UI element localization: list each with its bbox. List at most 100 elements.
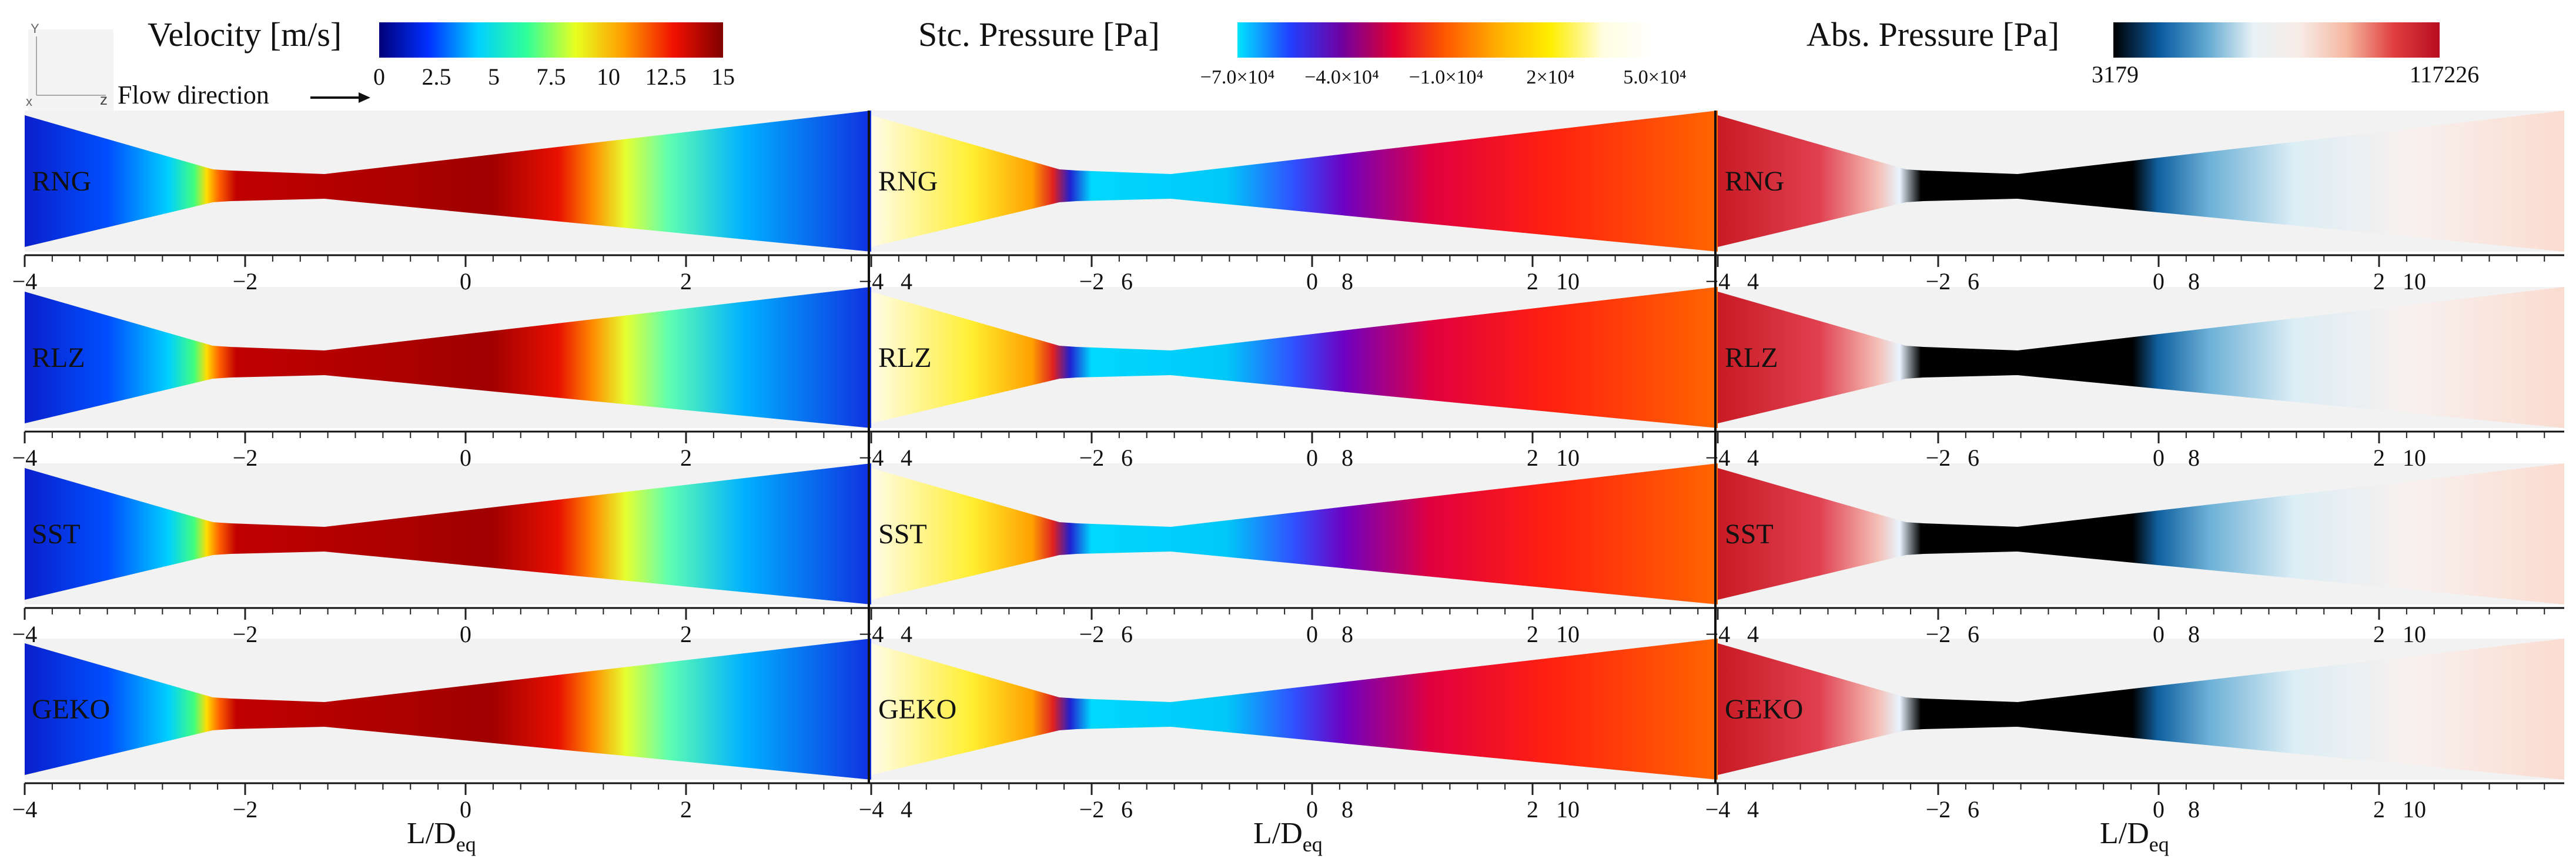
axis-tick-label: −4 [12, 621, 38, 647]
axis-tick-label: 4 [1747, 796, 1759, 823]
abs-pressure-max-label: 117226 [2410, 61, 2480, 88]
axis-tick-label: 8 [1341, 796, 1353, 823]
model-label: RLZ [1725, 342, 1778, 373]
axis-tick-label: 4 [901, 268, 912, 295]
axis-tick-label: −2 [233, 268, 258, 295]
axis-tick-label: 0 [460, 796, 471, 823]
legend-absolute-pressure: Abs. Pressure [Pa] 3179 117226 [1806, 15, 2479, 88]
axis-tick-label: 6 [1968, 445, 1979, 471]
absolute-pressure-contour-sst [1718, 463, 2564, 604]
static-pressure-contour-rlz [871, 287, 1718, 428]
axis-tick-label: 0 [1306, 268, 1318, 295]
axis-tick-label: 4 [1747, 621, 1759, 647]
axis-tick-label: 2 [1527, 796, 1538, 823]
legend-static-pressure: Stc. Pressure [Pa] −7.0×10⁴ −4.0×10⁴ −1.0×… [918, 15, 1687, 88]
velocity-legend-title: Velocity [m/s] [148, 15, 342, 54]
axis-tick-label: 8 [2188, 796, 2200, 823]
velocity-tick-label: 5 [488, 64, 500, 90]
velocity-tick-label: 0 [373, 64, 385, 90]
axis-tick-label: −4 [12, 268, 38, 295]
axis-tick-label: 2 [680, 796, 692, 823]
velocity-contour-rlz [25, 287, 871, 428]
axis-tick-label: −2 [1926, 268, 1951, 295]
axis-tick-label: 0 [2153, 796, 2164, 823]
abs-pressure-min-label: 3179 [2092, 61, 2139, 88]
axis-tick-label: −4 [1705, 621, 1731, 647]
axis-tick-label: 4 [901, 621, 912, 647]
static-pressure-colorbar [1237, 22, 1655, 58]
velocity-tick-label: 15 [711, 64, 735, 90]
velocity-colorbar [379, 22, 723, 58]
axis-tick-label: −2 [1926, 621, 1951, 647]
axis-tick-label: 0 [460, 268, 471, 295]
axis-tick-label: 8 [2188, 268, 2200, 295]
static-pressure-tick-label: 2×10⁴ [1526, 66, 1574, 88]
absolute-pressure-contour-rng [1718, 111, 2564, 252]
static-pressure-tick-label: −1.0×10⁴ [1409, 66, 1484, 88]
axis-tick-label: 10 [1556, 445, 1580, 471]
model-label: GEKO [878, 694, 956, 725]
contour-panels: RNG RNG RNG RLZ RLZ RLZ SST SST SST GEKO GEKO GEKO [25, 111, 2564, 780]
axis-tick-label: 2 [2373, 621, 2385, 647]
axis-tick-label: 8 [2188, 621, 2200, 647]
static-pressure-tick-label: −7.0×10⁴ [1200, 66, 1275, 88]
static-pressure-tick-label: 5.0×10⁴ [1623, 66, 1687, 88]
model-label: SST [32, 519, 81, 550]
model-label: RLZ [32, 342, 85, 373]
absolute-pressure-contour-rlz [1718, 287, 2564, 428]
axis-tick-label: 2 [680, 621, 692, 647]
absolute-pressure-colorbar [2113, 22, 2440, 58]
axis-tick-label: 4 [1747, 268, 1759, 295]
xlabel-absolute-pressure: L/Deq [2100, 817, 2169, 856]
static-pressure-contour-sst [871, 463, 1718, 604]
static-pressure-legend-title: Stc. Pressure [Pa] [918, 15, 1160, 54]
velocity-tick-label: 10 [597, 64, 620, 90]
axis-tick-label: 0 [2153, 621, 2164, 647]
axis-tick-label: −4 [859, 621, 884, 647]
axis-tick-label: 2 [680, 268, 692, 295]
axis-tick-label: 2 [2373, 268, 2385, 295]
axis-tick-label: 8 [1341, 445, 1353, 471]
velocity-tick-labels: 0 2.5 5 7.5 10 12.5 15 [373, 64, 735, 90]
model-label: RNG [1725, 166, 1784, 197]
axis-tick-label: −2 [1079, 621, 1105, 647]
axis-tick-label: −4 [1705, 796, 1731, 823]
model-label: RNG [32, 166, 91, 197]
triad-y-label: Y [31, 21, 39, 36]
axis-tick-label: 10 [1556, 268, 1580, 295]
axis-tick-label: 4 [901, 445, 912, 471]
axis-tick-label: 6 [1121, 445, 1133, 471]
absolute-pressure-contour-geko [1718, 639, 2564, 780]
model-label: GEKO [1725, 694, 1803, 725]
axis-tick-label: 8 [1341, 621, 1353, 647]
axis-tick-label: −4 [859, 445, 884, 471]
velocity-tick-label: 2.5 [422, 64, 451, 90]
velocity-contour-geko [25, 639, 871, 780]
axis-tick-label: 0 [1306, 796, 1318, 823]
axis-tick-label: 0 [1306, 445, 1318, 471]
axis-tick-label: −4 [12, 445, 38, 471]
axis-tick-label: 6 [1121, 268, 1133, 295]
axis-tick-label: −2 [1079, 796, 1105, 823]
axis-tick-label: −2 [1079, 268, 1105, 295]
axis-tick-label: 4 [1747, 445, 1759, 471]
axis-tick-label: 10 [1556, 621, 1580, 647]
axis-triad: Y z x Flow direction [26, 21, 370, 112]
axis-tick-label: 6 [1121, 621, 1133, 647]
axis-tick-label: −4 [1705, 268, 1731, 295]
axis-tick-label: −4 [12, 796, 38, 823]
legend-velocity: Velocity [m/s] 0 2.5 5 7.5 10 12.5 15 [148, 15, 735, 90]
model-label: GEKO [32, 694, 110, 725]
static-pressure-tick-label: −4.0×10⁴ [1304, 66, 1379, 88]
model-label: RNG [878, 166, 938, 197]
static-pressure-contour-geko [871, 639, 1718, 780]
axis-tick-label: 2 [2373, 445, 2385, 471]
model-label: SST [878, 519, 927, 550]
axis-tick-label: −2 [233, 445, 258, 471]
axis-tick-label: 8 [2188, 445, 2200, 471]
axis-tick-label: 0 [2153, 268, 2164, 295]
axis-tick-label: −4 [859, 268, 884, 295]
xlabel-velocity: L/Deq [407, 817, 476, 856]
axis-tick-label: −2 [1079, 445, 1105, 471]
